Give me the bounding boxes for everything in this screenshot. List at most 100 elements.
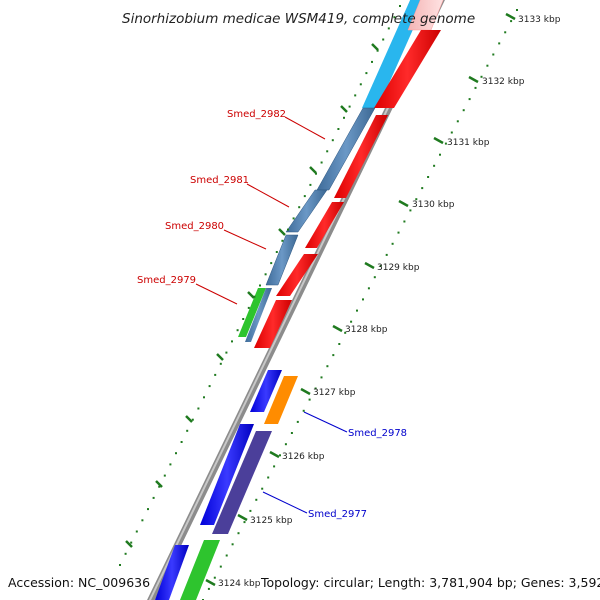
gene-smed-2981 xyxy=(285,189,328,233)
gene-red-3 xyxy=(305,202,344,248)
gene-green-bottom xyxy=(180,540,220,600)
ruler-dot xyxy=(456,120,459,123)
ruler-dot xyxy=(208,385,211,388)
kbp-label-3127: 3127 kbp xyxy=(313,388,356,398)
ruler-minor-tick xyxy=(185,415,193,423)
ruler-dot xyxy=(492,53,495,56)
ruler-minor-tick xyxy=(216,353,224,361)
ruler-major-tick xyxy=(398,199,409,208)
kbp-label-3125: 3125 kbp xyxy=(250,516,293,526)
ruler-dot xyxy=(255,498,258,501)
kbp-label-3133: 3133 kbp xyxy=(518,15,561,25)
gene-label-smed-2977: Smed_2977 xyxy=(308,509,367,520)
ruler-dot xyxy=(379,265,382,267)
ruler-dot xyxy=(219,362,222,365)
ruler-dot xyxy=(281,239,284,242)
ruler-dot xyxy=(332,354,335,357)
ruler-dot xyxy=(343,116,345,119)
ruler-dot xyxy=(462,109,465,112)
ruler-dot xyxy=(309,183,312,186)
ruler-major-tick xyxy=(237,513,248,522)
ruler-dot xyxy=(197,407,200,410)
ruler-dot xyxy=(270,262,273,265)
ruler-dot xyxy=(421,187,424,190)
gene-smed-2979-green xyxy=(238,288,266,337)
kbp-label-3130: 3130 kbp xyxy=(412,200,455,210)
gene-red-5 xyxy=(254,300,292,348)
ruler-dot xyxy=(331,139,334,142)
ruler-dot xyxy=(367,287,370,290)
ruler-dot xyxy=(314,387,317,390)
ruler-dot xyxy=(308,398,311,401)
ruler-dot xyxy=(275,251,278,253)
ruler-major-tick xyxy=(205,578,216,587)
ruler-dot xyxy=(338,343,341,345)
ruler-dot xyxy=(516,9,518,11)
ruler-dot xyxy=(403,220,406,223)
ruler-dot xyxy=(249,509,252,512)
ruler-dot xyxy=(504,31,507,34)
ruler-dot xyxy=(393,16,396,19)
ruler-dot xyxy=(169,463,172,466)
ruler-minor-tick xyxy=(309,166,317,174)
ruler-dot xyxy=(348,105,351,108)
ruler-dot xyxy=(175,452,177,455)
ruler-minor-tick xyxy=(278,228,286,236)
kbp-label-3132: 3132 kbp xyxy=(482,77,525,87)
ruler-dot xyxy=(141,519,144,522)
ruler-dot xyxy=(337,128,340,130)
ruler-dot xyxy=(387,27,390,30)
gene-label-smed-2980: Smed_2980 xyxy=(165,221,224,232)
ruler-dot xyxy=(225,351,228,354)
ruler-dot xyxy=(231,543,234,546)
ruler-dot xyxy=(433,164,436,167)
accession-text: Accession: NC_009636 xyxy=(8,575,150,590)
ruler-major-tick xyxy=(269,450,280,459)
ruler-dot xyxy=(303,195,306,198)
ruler-dot xyxy=(326,365,329,368)
inner-track-genes xyxy=(180,0,444,600)
ruler-dot xyxy=(279,454,281,457)
ruler-dot xyxy=(480,75,483,78)
ruler-dot xyxy=(264,273,267,276)
ruler-dot xyxy=(450,131,453,134)
ruler-dot xyxy=(439,153,441,156)
ruler-dot xyxy=(302,409,305,412)
ruler-dot xyxy=(130,541,133,544)
ruler-dot xyxy=(135,530,138,533)
gene-label-smed-2981: Smed_2981 xyxy=(190,175,249,186)
kbp-labels: 3124 kbp 3125 kbp 3126 kbp 3127 kbp 3128… xyxy=(218,15,561,589)
ruler-major-tick xyxy=(332,324,343,333)
ruler-dot xyxy=(427,176,430,178)
ruler-major-tick xyxy=(505,12,516,21)
ruler-dot xyxy=(213,576,216,579)
gene-red-4 xyxy=(276,254,318,296)
ruler-dot xyxy=(315,172,317,175)
ruler-dot xyxy=(237,532,240,535)
ruler-dot xyxy=(354,94,357,97)
ruler-dot xyxy=(391,242,394,245)
gene-orange xyxy=(264,376,298,424)
ruler-dot xyxy=(399,5,401,7)
ruler-dot xyxy=(468,98,471,101)
ruler-dot xyxy=(397,231,400,234)
ruler-dot xyxy=(243,521,246,524)
gene-smed-2979-steel xyxy=(245,288,272,342)
ruler-dot xyxy=(382,38,385,41)
ruler-dot xyxy=(214,373,217,376)
leader-lines xyxy=(195,116,348,514)
kbp-label-3129: 3129 kbp xyxy=(377,263,420,273)
ruler-dot xyxy=(186,429,189,432)
ruler-dot xyxy=(320,376,323,379)
ruler-dot xyxy=(203,396,205,399)
ruler-dot xyxy=(267,476,270,479)
ruler-dot xyxy=(180,441,183,443)
gene-label-smed-2979: Smed_2979 xyxy=(137,275,196,286)
ruler-dot xyxy=(287,228,289,231)
ruler-dot xyxy=(474,86,477,89)
ruler-dot xyxy=(498,42,501,45)
ruler-dot xyxy=(261,487,264,490)
ruler-dot xyxy=(231,340,233,343)
ruler-dot xyxy=(290,432,293,434)
